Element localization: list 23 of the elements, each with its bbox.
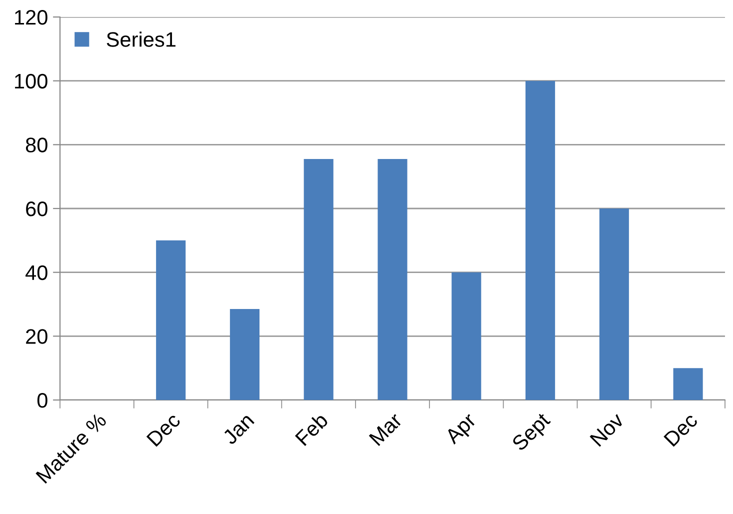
bar [599,208,629,400]
y-tick-label: 0 [37,393,48,408]
bar [378,159,408,400]
bar [230,309,260,400]
y-tick-label: 40 [26,265,48,280]
x-tick-label: Feb [294,412,329,446]
bar [304,159,334,400]
y-tick-label: 80 [26,138,48,152]
bar [156,240,186,400]
x-tick-label: Dec [664,412,698,447]
y-tick-label: 60 [26,202,48,216]
bar [673,368,703,400]
y-tick-label: 20 [26,329,48,344]
y-tick-label: 100 [15,74,48,89]
x-tick-label: Jan [222,412,255,446]
x-tick-label: Dec [146,412,182,447]
bar [452,272,482,400]
legend-label: Series1 [106,32,176,47]
x-tick-label: Nov [590,412,625,447]
y-tick-label: 120 [15,10,48,25]
x-tick-label: Mar [368,412,404,446]
x-tick-label: Apr [444,412,480,448]
bar [526,80,556,400]
